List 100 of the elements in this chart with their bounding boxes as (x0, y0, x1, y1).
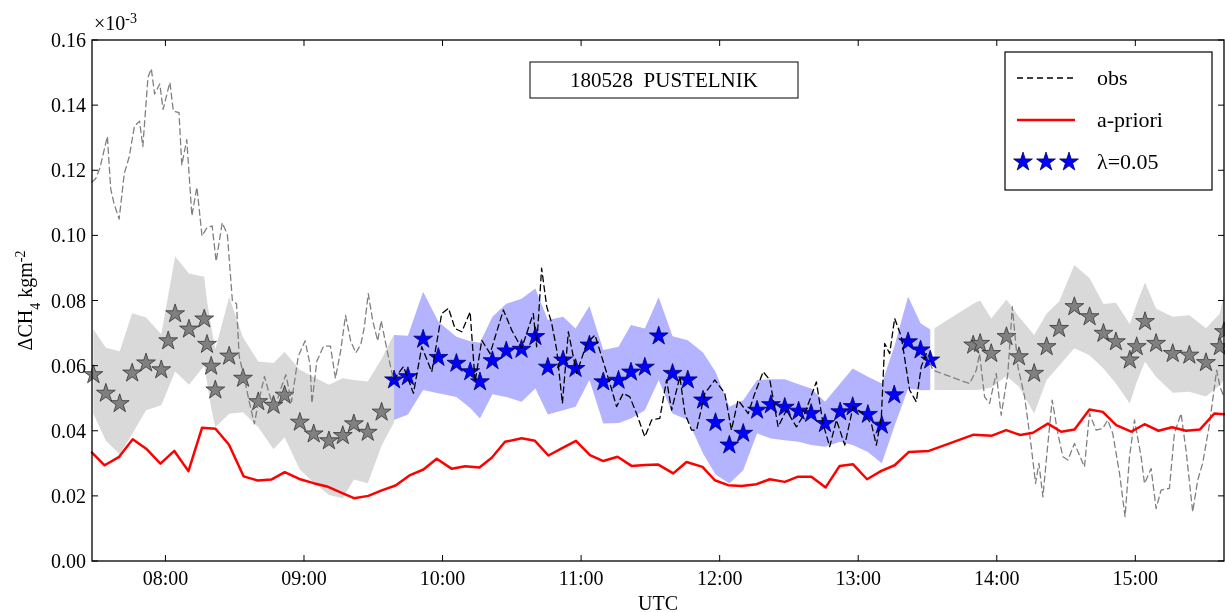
point (1024, 363, 1044, 382)
point (719, 434, 740, 454)
point (996, 326, 1017, 346)
point (158, 330, 179, 350)
point (733, 423, 754, 442)
text: 180528 PUSTELNIK (570, 68, 758, 92)
point (842, 396, 863, 416)
x-tick-label: 09:00 (281, 567, 327, 589)
point (332, 425, 353, 445)
point (194, 308, 215, 328)
point (815, 413, 835, 432)
point (648, 325, 669, 345)
point (858, 404, 878, 423)
point (677, 369, 698, 389)
point (747, 399, 767, 419)
point (1064, 296, 1085, 316)
y-tick-label: 0.12 (51, 159, 86, 182)
y-tick-label: 0.10 (51, 224, 86, 247)
point (151, 359, 172, 379)
point (179, 318, 199, 338)
point (1196, 352, 1216, 372)
point (1079, 306, 1100, 326)
x-tick-label: 10:00 (419, 567, 466, 589)
point (371, 401, 392, 421)
point (593, 371, 614, 391)
point (801, 403, 821, 422)
point (761, 394, 781, 414)
point (1179, 344, 1200, 364)
point (319, 430, 339, 450)
point (482, 350, 503, 370)
point (538, 356, 558, 376)
y-tick-label: 0.08 (51, 289, 86, 312)
point (705, 412, 726, 432)
point (428, 347, 449, 366)
x-tick-label: 15:00 (1112, 567, 1159, 589)
point (1135, 311, 1155, 331)
point (136, 352, 156, 372)
text: ×10$^{-3}$ (94, 10, 137, 34)
point (884, 384, 905, 404)
point (1009, 346, 1029, 366)
y-tick-label: 0.04 (51, 419, 86, 442)
x-tick-label: 08:00 (142, 567, 189, 589)
y-tick-label: 0.16 (51, 29, 86, 51)
point (970, 333, 990, 352)
point (981, 343, 1002, 362)
y-tick-label: 0.00 (51, 550, 86, 572)
point (165, 303, 185, 323)
point (788, 400, 809, 420)
point (201, 355, 221, 375)
point (662, 363, 683, 382)
legend-label: a-priori (1097, 107, 1163, 132)
point (1093, 323, 1114, 342)
point (1036, 336, 1057, 356)
point (1119, 349, 1140, 369)
point (205, 379, 226, 399)
x-tick-label: 14:00 (973, 567, 1020, 589)
legend-label: λ=0.05 (1097, 149, 1159, 174)
point (496, 340, 517, 360)
point (96, 383, 116, 402)
point (1126, 336, 1147, 356)
x-axis-title: UTC (638, 592, 678, 612)
x-tick-label: 11:00 (558, 567, 604, 589)
point (579, 334, 600, 354)
point (635, 356, 655, 376)
point (122, 362, 142, 382)
point (398, 366, 418, 386)
y-tick-label: 0.02 (51, 484, 86, 507)
point (303, 423, 324, 443)
point (511, 339, 532, 358)
point (219, 345, 239, 365)
point (384, 369, 404, 389)
point (470, 371, 490, 391)
point (263, 395, 284, 414)
point (274, 384, 295, 404)
point (290, 411, 310, 431)
point (413, 328, 433, 348)
point (621, 361, 641, 381)
point (920, 349, 941, 369)
y-tick-label: 0.14 (51, 94, 86, 117)
point (830, 401, 851, 421)
point (910, 339, 931, 359)
x-tick-label: 12:00 (696, 567, 743, 589)
point (197, 334, 217, 353)
point (1106, 331, 1126, 351)
point (1162, 343, 1183, 362)
line-series (90, 408, 1225, 500)
y-tick-label: 0.06 (51, 354, 86, 377)
legend-label: obs (1097, 65, 1128, 90)
point (357, 422, 378, 441)
point (446, 353, 467, 372)
point (233, 368, 253, 387)
point (1049, 318, 1069, 337)
point (344, 413, 364, 433)
x-tick-label: 13:00 (835, 567, 881, 589)
point (248, 391, 269, 411)
point (460, 361, 481, 381)
point (109, 393, 130, 413)
point (774, 397, 795, 416)
point (1146, 333, 1166, 352)
point (693, 389, 713, 409)
